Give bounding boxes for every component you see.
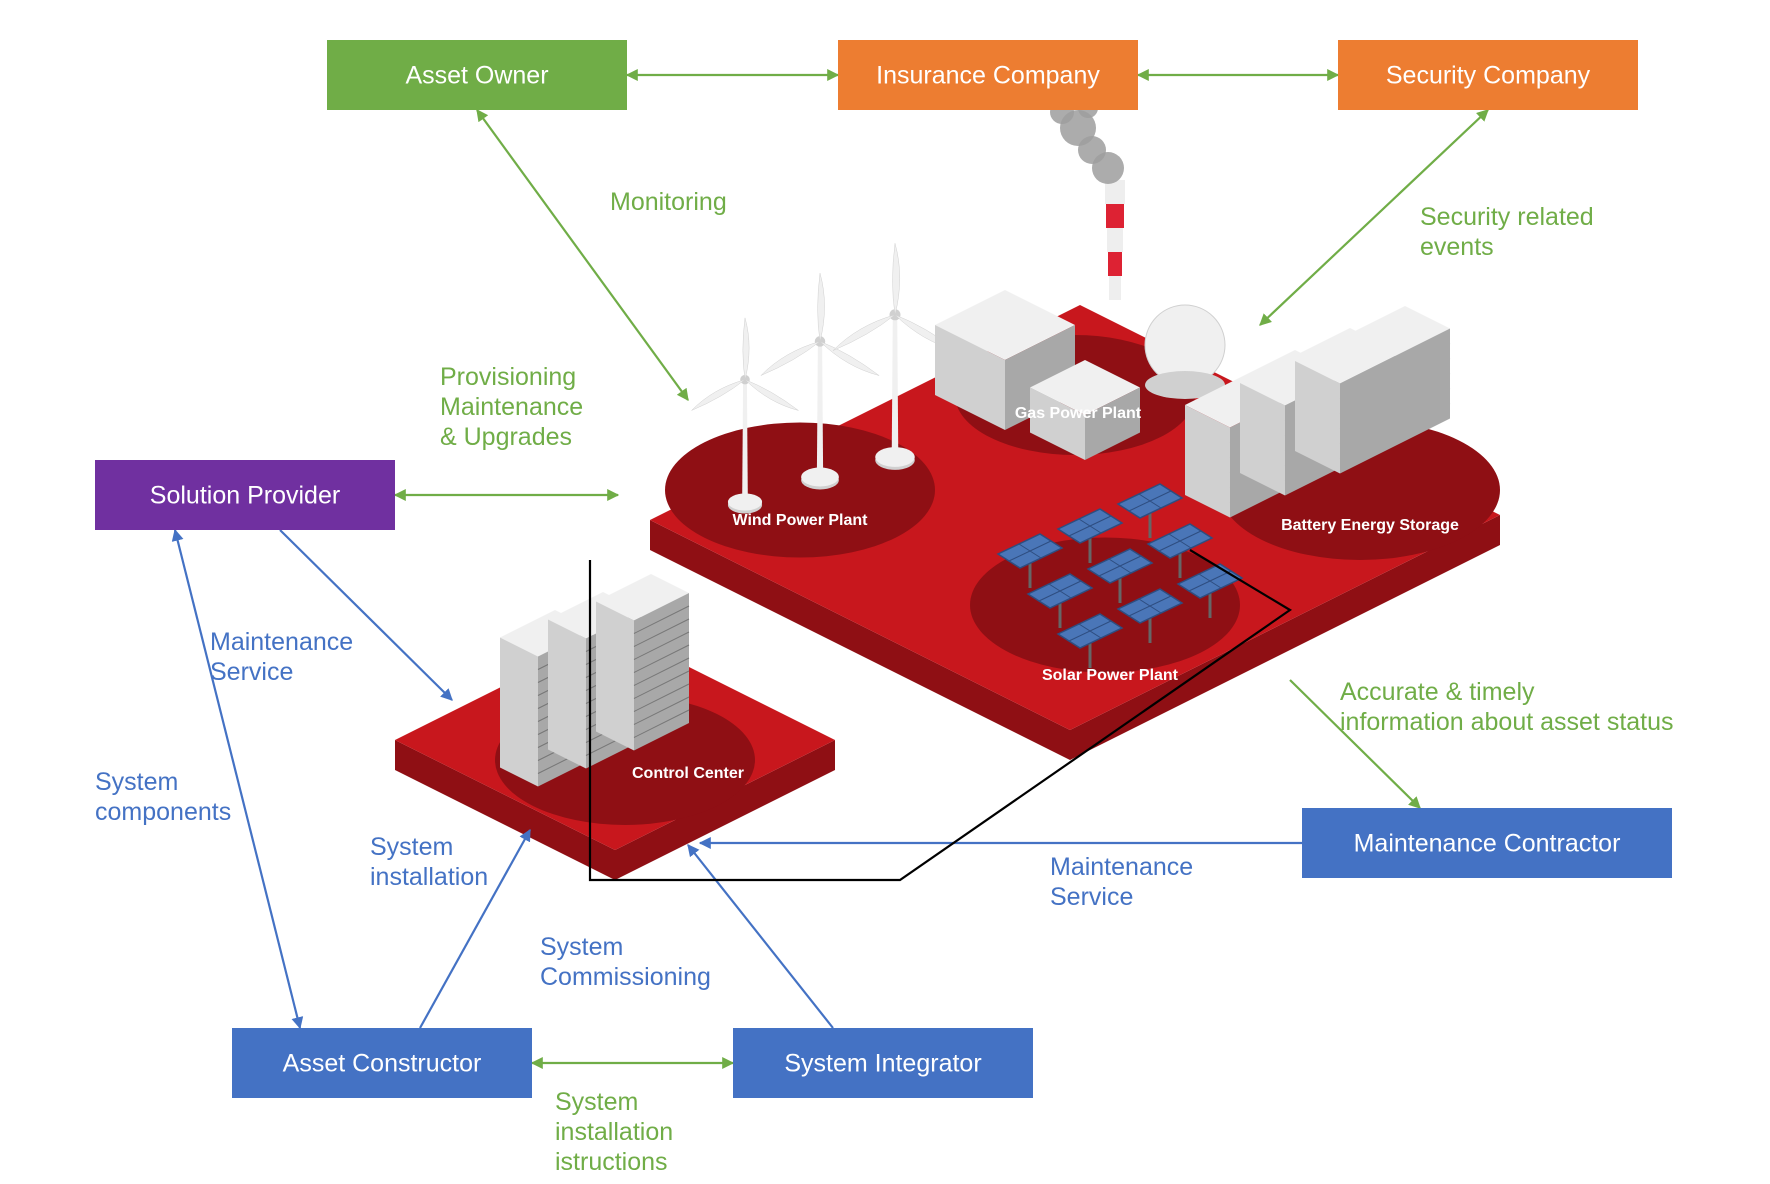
- node-label-asset_constructor: Asset Constructor: [283, 1050, 482, 1078]
- node-label-insurance_company: Insurance Company: [876, 62, 1100, 90]
- edge-solution_provider-control: [280, 530, 452, 700]
- node-asset_owner: Asset Owner: [327, 40, 627, 110]
- edge-label-7-1: installation: [370, 863, 488, 891]
- edge-label-11-0: Accurate & timely: [1340, 678, 1535, 706]
- asset-label-gas: Gas Power Plant: [1015, 405, 1142, 422]
- edge-label-8-0: System: [555, 1088, 638, 1116]
- edge-label-5-1: components: [95, 798, 231, 826]
- edge-label-8-1: installation: [555, 1118, 673, 1146]
- node-label-solution_provider: Solution Provider: [150, 482, 340, 510]
- node-label-maint_contractor: Maintenance Contractor: [1354, 830, 1621, 858]
- node-label-security_company: Security Company: [1386, 62, 1591, 90]
- edge-label-4-1: Maintenance: [440, 393, 583, 421]
- asset-label-solar: Solar Power Plant: [1042, 667, 1179, 684]
- node-security_company: Security Company: [1338, 40, 1638, 110]
- edge-label-2-0: Monitoring: [610, 188, 727, 216]
- edge-label-11-1: information about asset status: [1340, 708, 1674, 736]
- edge-label-7-0: System: [370, 833, 453, 861]
- edge-label-10-0: Maintenance: [1050, 853, 1193, 881]
- edge-asset_owner-platform: [477, 110, 688, 400]
- edge-label-9-1: Commissioning: [540, 963, 711, 991]
- edge-label-9-0: System: [540, 933, 623, 961]
- edge-label-6-1: Service: [210, 658, 293, 686]
- node-label-system_integrator: System Integrator: [784, 1050, 981, 1078]
- node-asset_constructor: Asset Constructor: [232, 1028, 532, 1098]
- edge-solution_provider-asset_constructor: [175, 530, 300, 1028]
- edge-label-5-0: System: [95, 768, 178, 796]
- node-label-asset_owner: Asset Owner: [405, 62, 548, 90]
- asset-label-control: Control Center: [632, 765, 744, 782]
- asset-label-wind: Wind Power Plant: [733, 512, 869, 529]
- node-insurance_company: Insurance Company: [838, 40, 1138, 110]
- edge-label-3-1: events: [1420, 233, 1494, 261]
- edge-system_integrator-control: [688, 845, 833, 1028]
- edge-label-8-2: istructions: [555, 1148, 668, 1176]
- asset-label-battery: Battery Energy Storage: [1281, 517, 1459, 534]
- node-solution_provider: Solution Provider: [95, 460, 395, 530]
- node-system_integrator: System Integrator: [733, 1028, 1033, 1098]
- edge-label-3-0: Security related: [1420, 203, 1594, 231]
- node-maint_contractor: Maintenance Contractor: [1302, 808, 1672, 878]
- edge-label-4-2: & Upgrades: [440, 423, 572, 451]
- edge-label-4-0: Provisioning: [440, 363, 576, 391]
- edge-label-10-1: Service: [1050, 883, 1133, 911]
- edge-label-6-0: Maintenance: [210, 628, 353, 656]
